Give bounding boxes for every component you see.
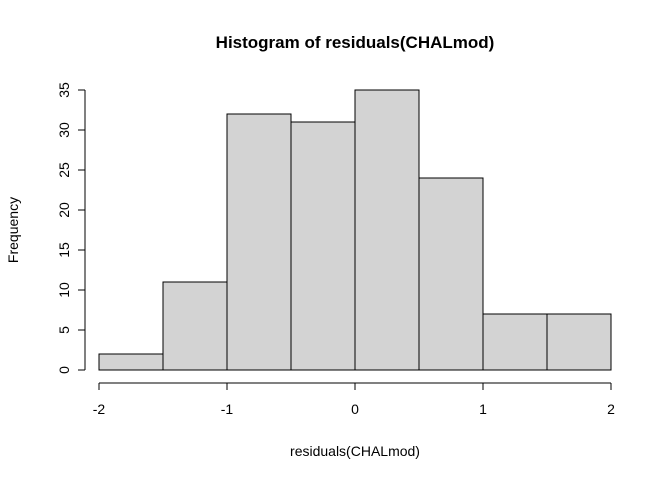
y-tick-label: 10 <box>56 282 72 298</box>
y-tick-label: 0 <box>56 366 72 374</box>
y-tick-label: 25 <box>56 162 72 178</box>
x-tick-label: 2 <box>607 401 615 417</box>
x-axis-label: residuals(CHALmod) <box>290 443 420 459</box>
y-tick-label: 15 <box>56 242 72 258</box>
histogram-bar <box>418 177 484 371</box>
histogram-bar <box>482 313 548 371</box>
histogram-bar <box>98 353 164 371</box>
x-axis: -2 -1 0 1 2 <box>93 382 615 417</box>
y-axis: 0 5 10 15 20 25 30 35 <box>56 82 86 374</box>
histogram-bar <box>354 89 420 371</box>
bars-layer <box>98 89 612 371</box>
x-tick-label: 1 <box>479 401 487 417</box>
histogram-bar <box>226 113 292 371</box>
y-axis-label: Frequency <box>5 197 21 263</box>
chart-title: Histogram of residuals(CHALmod) <box>216 33 495 52</box>
histogram-bar <box>290 121 356 371</box>
y-tick-label: 35 <box>56 82 72 98</box>
y-tick-label: 20 <box>56 202 72 218</box>
x-tick-label: -2 <box>93 401 106 417</box>
y-tick-label: 30 <box>56 122 72 138</box>
y-tick-label: 5 <box>56 326 72 334</box>
x-tick-label: 0 <box>351 401 359 417</box>
histogram-bar <box>546 313 612 371</box>
x-tick-label: -1 <box>221 401 234 417</box>
histogram-bar <box>162 281 228 371</box>
